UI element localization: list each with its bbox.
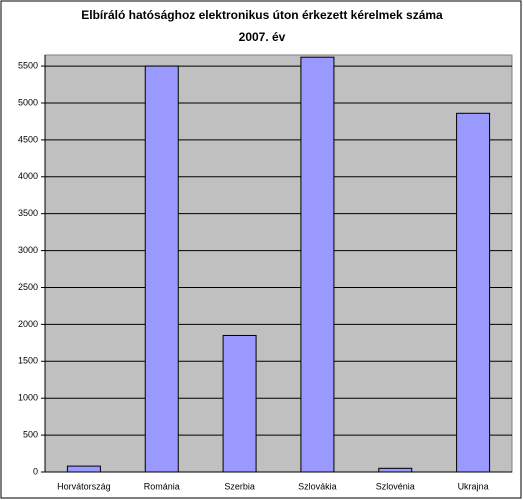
x-tick-label: Horvátország (57, 481, 111, 491)
chart-title: Elbíráló hatósághoz elektronikus úton ér… (81, 8, 443, 22)
y-tick-label: 4500 (18, 134, 38, 144)
chart-subtitle: 2007. év (239, 30, 286, 44)
bar (456, 112, 491, 473)
x-tick-label: Ukrajna (458, 481, 489, 491)
bar (222, 334, 257, 473)
y-tick-label: 3000 (18, 245, 38, 255)
y-tick-label: 2000 (18, 319, 38, 329)
bar (66, 465, 101, 473)
x-tick-label: Szlovénia (376, 481, 415, 491)
y-tick-label: 3500 (18, 208, 38, 218)
y-tick-label: 500 (23, 429, 38, 439)
x-tick-label: Szerbia (224, 481, 255, 491)
x-tick-label: Szlovákia (298, 481, 337, 491)
y-tick-label: 4000 (18, 171, 38, 181)
plot-area (44, 54, 513, 473)
y-tick-label: 5500 (18, 60, 38, 70)
bar (378, 467, 413, 473)
y-tick-label: 0 (33, 466, 38, 476)
y-tick-label: 1000 (18, 393, 38, 403)
bar (300, 56, 335, 473)
y-tick-label: 1500 (18, 356, 38, 366)
y-tick-label: 2500 (18, 282, 38, 292)
y-tick-label: 5000 (18, 97, 38, 107)
x-tick-label: Románia (144, 481, 180, 491)
bar (144, 65, 179, 473)
